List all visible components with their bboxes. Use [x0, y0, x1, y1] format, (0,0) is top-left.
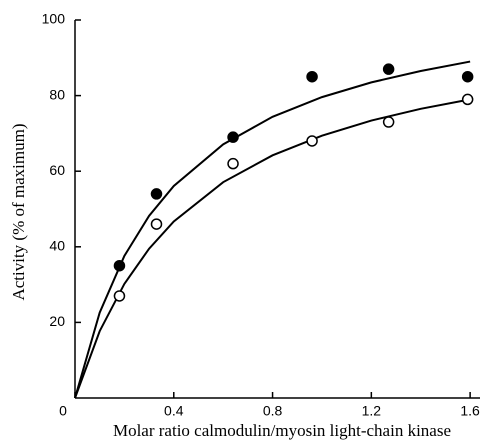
x-tick-label: 0.8 [263, 403, 283, 419]
y-tick-label: 80 [49, 86, 65, 102]
data-point [461, 93, 474, 106]
x-axis-label: Molar ratio calmodulin/myosin light-chai… [113, 421, 451, 440]
y-tick-label: 20 [49, 313, 65, 329]
x-tick-label: 1.6 [460, 403, 480, 419]
data-point [113, 290, 126, 302]
data-point [306, 70, 318, 83]
x-tick-label: 1.2 [362, 403, 382, 419]
y-axis-label: Activity (% of maximum) [9, 123, 28, 300]
data-point [382, 116, 395, 128]
data-point [382, 63, 395, 75]
data-point [227, 131, 239, 143]
data-point [150, 218, 163, 230]
fit-curve [74, 98, 471, 399]
data-point [306, 135, 318, 147]
x-tick-label: 0.4 [164, 403, 184, 419]
data-point [113, 259, 126, 272]
data-point [227, 157, 239, 170]
y-tick-label: 60 [49, 162, 65, 178]
y-tick-label: 40 [49, 238, 65, 254]
data-point [150, 188, 163, 200]
y-tick-label: 100 [42, 11, 66, 27]
x-tick-label: 0 [59, 403, 67, 419]
fit-curve [74, 60, 471, 399]
data-point [461, 70, 474, 83]
